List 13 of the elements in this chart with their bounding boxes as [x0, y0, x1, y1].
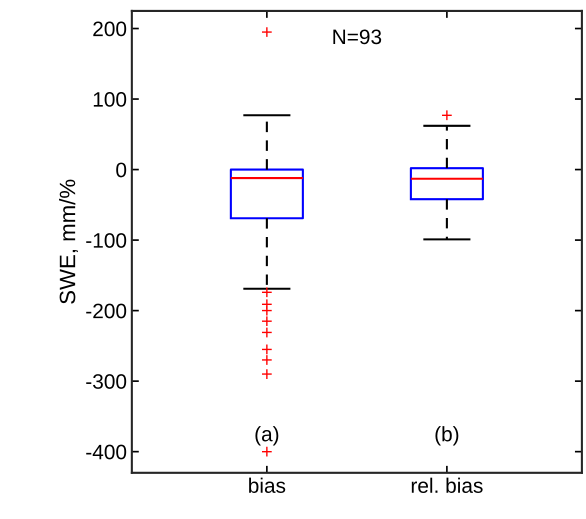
y-tick-label: 0	[116, 162, 126, 178]
y-tick-label: 200	[93, 22, 126, 36]
x-tick-label: bias	[249, 478, 286, 493]
y-tick-label: -400	[86, 444, 126, 460]
y-tick-label: -300	[86, 374, 126, 389]
y-tick-label: 100	[94, 92, 126, 107]
y-tick-label: -200	[86, 304, 126, 318]
y-axis-title: SWE, mm/%	[59, 180, 78, 304]
annotation: (a)	[255, 426, 278, 446]
x-tick-label: rel. bias	[412, 478, 483, 493]
annotation: N=93	[333, 29, 382, 44]
y-tick-label: -100	[86, 233, 126, 248]
annotation: (b)	[435, 426, 458, 446]
